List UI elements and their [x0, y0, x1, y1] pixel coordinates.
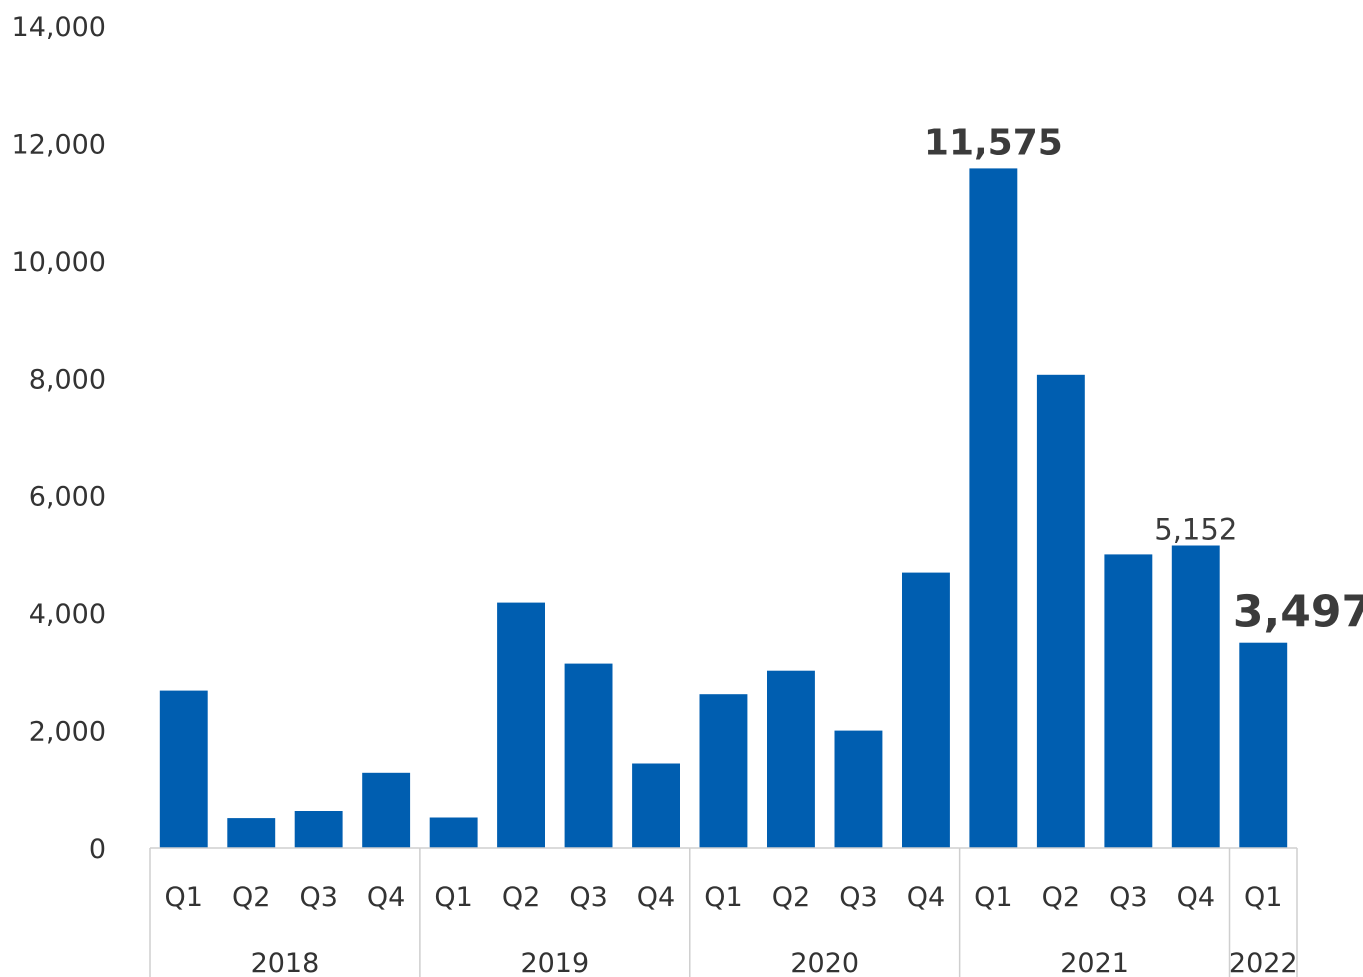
- y-tick-label: 6,000: [29, 482, 106, 513]
- x-axis: Q1 Q2 Q3 Q4 Q1 Q2 Q3 Q4 Q1 Q2 Q3 Q4 Q1 Q2 Q3 Q4 Q1 2018 20…: [149, 847, 1298, 977]
- x-tick-label: Q3: [1109, 882, 1147, 913]
- x-tick-label: Q2: [772, 882, 810, 913]
- bar: [699, 694, 748, 848]
- x-tick-label: Q3: [299, 882, 337, 913]
- bar: [834, 730, 883, 848]
- bar: [497, 602, 545, 848]
- x-tick-label: Q3: [569, 882, 607, 913]
- bar: [159, 690, 208, 848]
- x-tick-label: Q4: [367, 882, 405, 913]
- x-tick-label: Q1: [1244, 882, 1282, 913]
- bar: [564, 663, 613, 848]
- x-group-label: 2021: [1060, 948, 1129, 977]
- x-tick-label: Q2: [232, 882, 270, 913]
- bar: [1104, 554, 1153, 848]
- bar: [1171, 545, 1220, 848]
- x-group-label: 2019: [520, 948, 589, 977]
- data-labels: 11,575 5,152 3,497: [924, 122, 1363, 637]
- x-tick-label: Q4: [1177, 882, 1215, 913]
- x-tick-label: Q2: [1042, 882, 1080, 913]
- y-tick-label: 2,000: [29, 717, 106, 748]
- bar: [767, 670, 815, 848]
- x-group-label: 2022: [1229, 948, 1298, 977]
- bar: [969, 168, 1018, 848]
- x-tick-label: Q2: [502, 882, 540, 913]
- bar: [1036, 374, 1085, 848]
- x-tick-label: Q1: [434, 882, 472, 913]
- y-tick-label: 14,000: [12, 12, 106, 43]
- x-tick-label: Q1: [165, 882, 203, 913]
- data-label: 11,575: [924, 122, 1063, 163]
- data-label: 5,152: [1154, 513, 1237, 547]
- y-tick-label: 12,000: [12, 129, 106, 160]
- x-tick-label: Q1: [974, 882, 1012, 913]
- y-tick-label: 8,000: [29, 364, 106, 395]
- x-group-label: 2020: [790, 948, 859, 977]
- y-tick-label: 0: [89, 834, 106, 865]
- x-tick-label: Q3: [839, 882, 877, 913]
- bar: [1239, 642, 1288, 848]
- y-axis: 0 2,000 4,000 6,000 8,000 10,000 12,000 14,000: [12, 12, 106, 865]
- data-label: 3,497: [1233, 587, 1363, 638]
- y-tick-label: 4,000: [29, 599, 106, 630]
- bar: [632, 763, 680, 848]
- x-group-label: 2018: [251, 948, 320, 977]
- bar: [902, 572, 950, 848]
- bar: [227, 818, 276, 848]
- x-tick-label: Q1: [704, 882, 742, 913]
- x-tick-label: Q4: [907, 882, 945, 913]
- bar: [362, 772, 411, 848]
- y-tick-label: 10,000: [12, 247, 106, 278]
- bar: [294, 811, 343, 848]
- bar: [429, 817, 478, 848]
- bars: [159, 168, 1288, 848]
- x-tick-label: Q4: [637, 882, 675, 913]
